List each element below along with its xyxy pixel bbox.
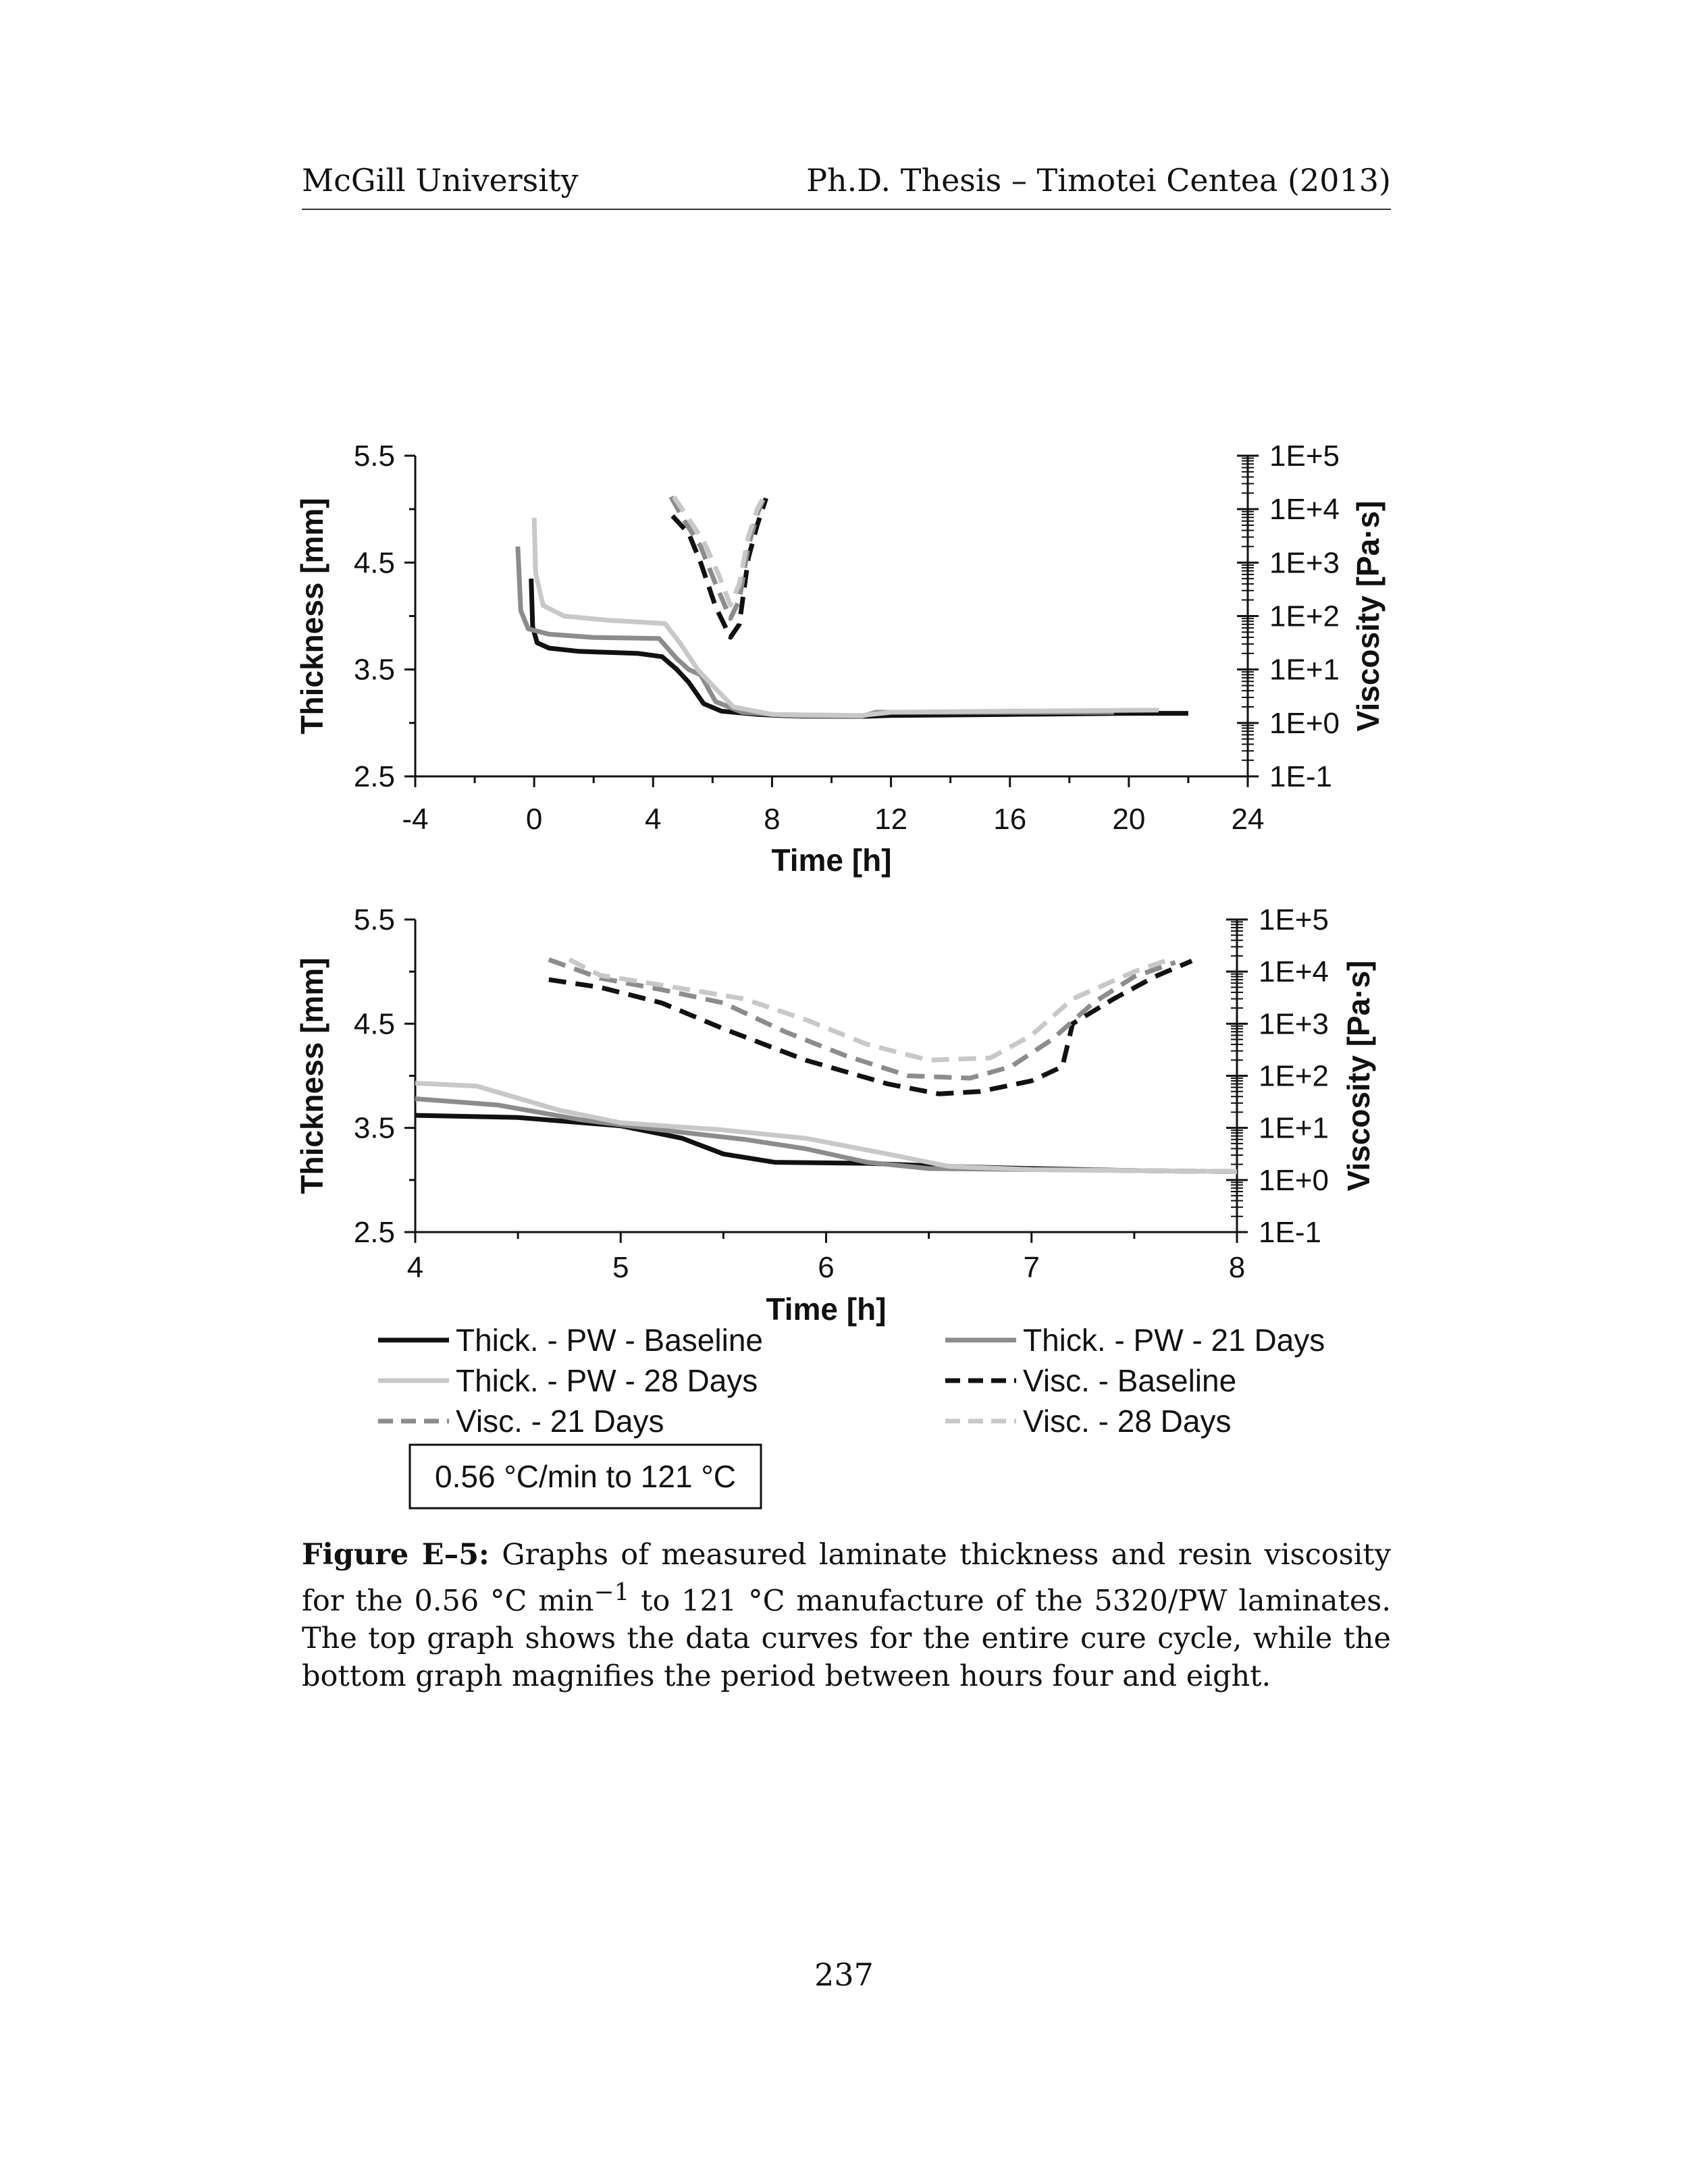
caption-line4: the period between hours four and eight. [664,1659,1271,1694]
legend-label-3: Visc. - Baseline [1023,1363,1236,1398]
y2-tick-label: 1E+1 [1259,1112,1329,1145]
x-tick-label: 8 [1229,1251,1245,1284]
legend-label-5: Visc. - 28 Days [1023,1404,1231,1439]
series-line-2 [531,517,1159,718]
y2-tick-label: 1E+1 [1269,654,1340,687]
chart-full-cycle: -4 0 4 8 12 16 20 24 Time [h] 2.5 3.5 4.5 5.5 Thickne… [294,440,1386,878]
caption-line1: Graphs of measured laminate thickness an… [302,1538,1392,1618]
series-line-3 [670,497,768,640]
y-axis-label: Thickness [mm] [294,957,329,1194]
y2-tick-label: 1E+0 [1269,707,1340,740]
y2-tick-label: 1E+4 [1259,955,1329,988]
x-axis-label: Time [h] [766,1291,886,1327]
y2-tick-label: 1E-1 [1259,1216,1321,1249]
series-line-4 [668,496,766,621]
y-tick-label: 3.5 [354,1112,395,1145]
caption-line2a: 0.56 °C min [414,1584,594,1618]
y-tick-label: 5.5 [354,903,395,936]
condition-box [408,1443,762,1510]
y-tick-label: 5.5 [354,440,395,473]
legend-label-2: Thick. - PW - 28 Days [456,1363,758,1398]
series-line-5 [672,495,766,608]
x-tick-label: 24 [1232,803,1265,836]
series-line-2 [415,1080,1238,1174]
x-tick-label: 4 [407,1251,423,1284]
series-line-4 [548,957,1176,1081]
x-tick-label: 0 [526,803,542,836]
x-tick-label: 6 [818,1251,834,1284]
y-tick-label: 2.5 [354,1216,395,1249]
chart-hours-4-to-8: 4 5 6 7 8 Time [h] 2.5 3.5 4.5 5.5 Thickness [mm] 1… [294,903,1376,1327]
legend-label-0: Thick. - PW - Baseline [456,1323,763,1358]
y-tick-label: 3.5 [354,654,395,687]
x-tick-label: 8 [764,803,780,836]
x-tick-label: 12 [874,803,907,836]
y-tick-label: 4.5 [354,546,395,579]
legend-label-4: Visc. - 21 Days [456,1404,664,1439]
condition-box-text: 0.56 °C/min to 121 °C [435,1459,736,1494]
legend: Thick. - PW - Baseline Thick. - PW - 21 D… [378,1323,1325,1439]
y2-tick-label: 1E+3 [1259,1007,1329,1040]
y2-axis-label: Viscosity [Pa·s] [1341,961,1376,1192]
series-line-1 [515,546,1114,719]
y2-tick-label: 1E+2 [1269,600,1340,633]
caption-line3: shows the data curves for the entire cur… [302,1622,1391,1694]
page-number: 237 [814,1956,874,1993]
x-tick-label: 7 [1024,1251,1040,1284]
y2-tick-label: 1E+0 [1259,1164,1329,1197]
x-tick-label: 16 [993,803,1026,836]
series-line-3 [548,959,1193,1096]
y2-tick-label: 1E+4 [1269,493,1340,526]
figure-caption: Figure E–5: Graphs of measured laminate … [302,1536,1391,1695]
y-axis-label: Thickness [mm] [294,498,329,734]
series-line-0 [529,578,1188,719]
series-line-5 [568,957,1166,1063]
y-tick-label: 2.5 [354,760,395,793]
y2-tick-label: 1E+2 [1259,1060,1329,1093]
y2-tick-label: 1E+3 [1269,546,1340,579]
x-axis-label: Time [h] [771,843,891,878]
x-tick-label: 20 [1112,803,1145,836]
legend-label-1: Thick. - PW - 21 Days [1023,1323,1325,1358]
y2-tick-label: 1E-1 [1269,760,1332,793]
header-right: Ph.D. Thesis – Timotei Centea (2013) [806,162,1391,198]
x-tick-label: 4 [645,803,661,836]
caption-label: Figure E–5: [302,1538,490,1572]
caption-line2-sup: −1 [594,1578,630,1606]
caption-line2b: to 121 °C manufacture of the 5320/PW lam… [302,1584,1392,1656]
header-left: McGill University [302,162,579,198]
x-tick-label: -4 [402,803,428,836]
y2-axis-label: Viscosity [Pa·s] [1350,501,1386,732]
y2-tick-label: 1E+5 [1269,440,1340,473]
y-tick-label: 4.5 [354,1007,395,1040]
header-rule [302,209,1391,210]
x-tick-label: 5 [612,1251,629,1284]
y2-tick-label: 1E+5 [1259,903,1329,936]
